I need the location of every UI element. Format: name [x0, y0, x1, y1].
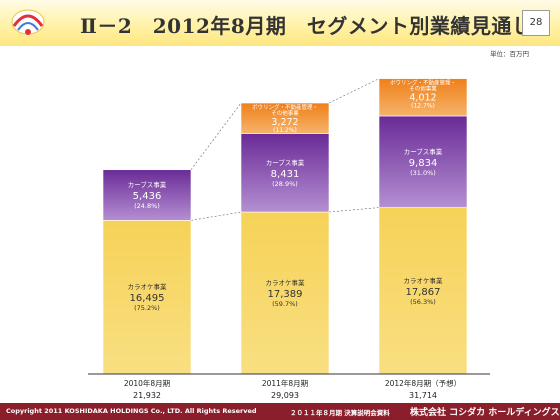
- value-label: 17,389: [268, 289, 303, 300]
- segment-name-label: ボウリング・不動産管理・: [252, 103, 318, 111]
- axis-labels-group: 2010年8月期 21,932 2011年8月期 29,093 2012年8月期（予想）…: [124, 378, 461, 400]
- category-label: 2011年8月期: [262, 378, 308, 388]
- share-label: (11.2%): [273, 127, 297, 134]
- total-label: 29,093: [271, 391, 299, 400]
- connector-segment-line: [190, 211, 242, 221]
- total-label: 31,714: [409, 391, 437, 400]
- footer: Copyright 2011 KOSHIDAKA HOLDINGS Co., L…: [0, 403, 560, 420]
- bar-labels-group: カラオケ事業 16,495(75.2%) カーブス事業 5,436(24.8%) カラオ…: [128, 79, 457, 313]
- bar-karaoke-2: [378, 207, 468, 375]
- share-label: (31.0%): [410, 169, 436, 177]
- segment-name-label: カーブス事業: [266, 158, 305, 167]
- bar-curves-0: [102, 169, 192, 221]
- segment-name-label: その他事業: [409, 85, 437, 93]
- value-label: 9,834: [409, 158, 438, 169]
- company-logo: [11, 9, 45, 35]
- share-label: (28.9%): [272, 180, 298, 188]
- unit-label: 単位：百万円: [490, 50, 529, 58]
- connector-segment-line: [328, 207, 380, 213]
- slide-header: Ⅱ－2 2012年8月期 セグメント別業績見通し 28: [0, 0, 560, 46]
- segment-name-label: カラオケ事業: [404, 276, 444, 285]
- bars-group: [102, 78, 468, 375]
- share-label: (75.2%): [134, 304, 160, 312]
- segment-chart: カラオケ事業 16,495(75.2%) カーブス事業 5,436(24.8%) カラオ…: [88, 78, 490, 400]
- connector-top-line: [190, 102, 242, 170]
- slide-number: 28: [522, 10, 550, 36]
- share-label: (56.3%): [410, 298, 436, 306]
- connector-lines: [190, 78, 380, 221]
- bar-bowling-2: [378, 78, 468, 117]
- value-label: 4,012: [409, 93, 436, 104]
- page-title: Ⅱ－2 2012年8月期 セグメント別業績見通し: [80, 14, 533, 38]
- segment-name-label: カーブス事業: [404, 147, 443, 156]
- bar-curves-1: [240, 133, 330, 213]
- segment-name-label: ボウリング・不動産管理・: [390, 79, 456, 87]
- category-label: 2012年8月期（予想）: [385, 378, 461, 388]
- category-label: 2010年8月期: [124, 378, 170, 388]
- document-title: ２０１１年８月期 決算説明会資料: [290, 409, 390, 417]
- value-label: 8,431: [271, 169, 300, 180]
- share-label: (12.7%): [411, 103, 435, 110]
- share-label: (24.8%): [134, 202, 160, 210]
- value-label: 16,495: [130, 293, 165, 304]
- segment-name-label: カラオケ事業: [266, 278, 306, 287]
- connector-top-line: [328, 78, 380, 104]
- value-label: 3,272: [271, 117, 298, 128]
- value-label: 5,436: [133, 191, 162, 202]
- bar-bowling-1: [240, 102, 330, 134]
- total-label: 21,932: [133, 391, 161, 400]
- segment-name-label: カラオケ事業: [128, 282, 168, 291]
- value-label: 17,867: [406, 287, 441, 298]
- segment-name-label: カーブス事業: [128, 180, 167, 189]
- share-label: (59.7%): [272, 300, 298, 308]
- bar-karaoke-1: [240, 211, 330, 375]
- segment-name-label: その他事業: [271, 109, 299, 117]
- company-name: 株式会社 コシダカ ホールディングス: [410, 408, 560, 418]
- copyright-text: Copyright 2011 KOSHIDAKA HOLDINGS Co., L…: [6, 407, 257, 415]
